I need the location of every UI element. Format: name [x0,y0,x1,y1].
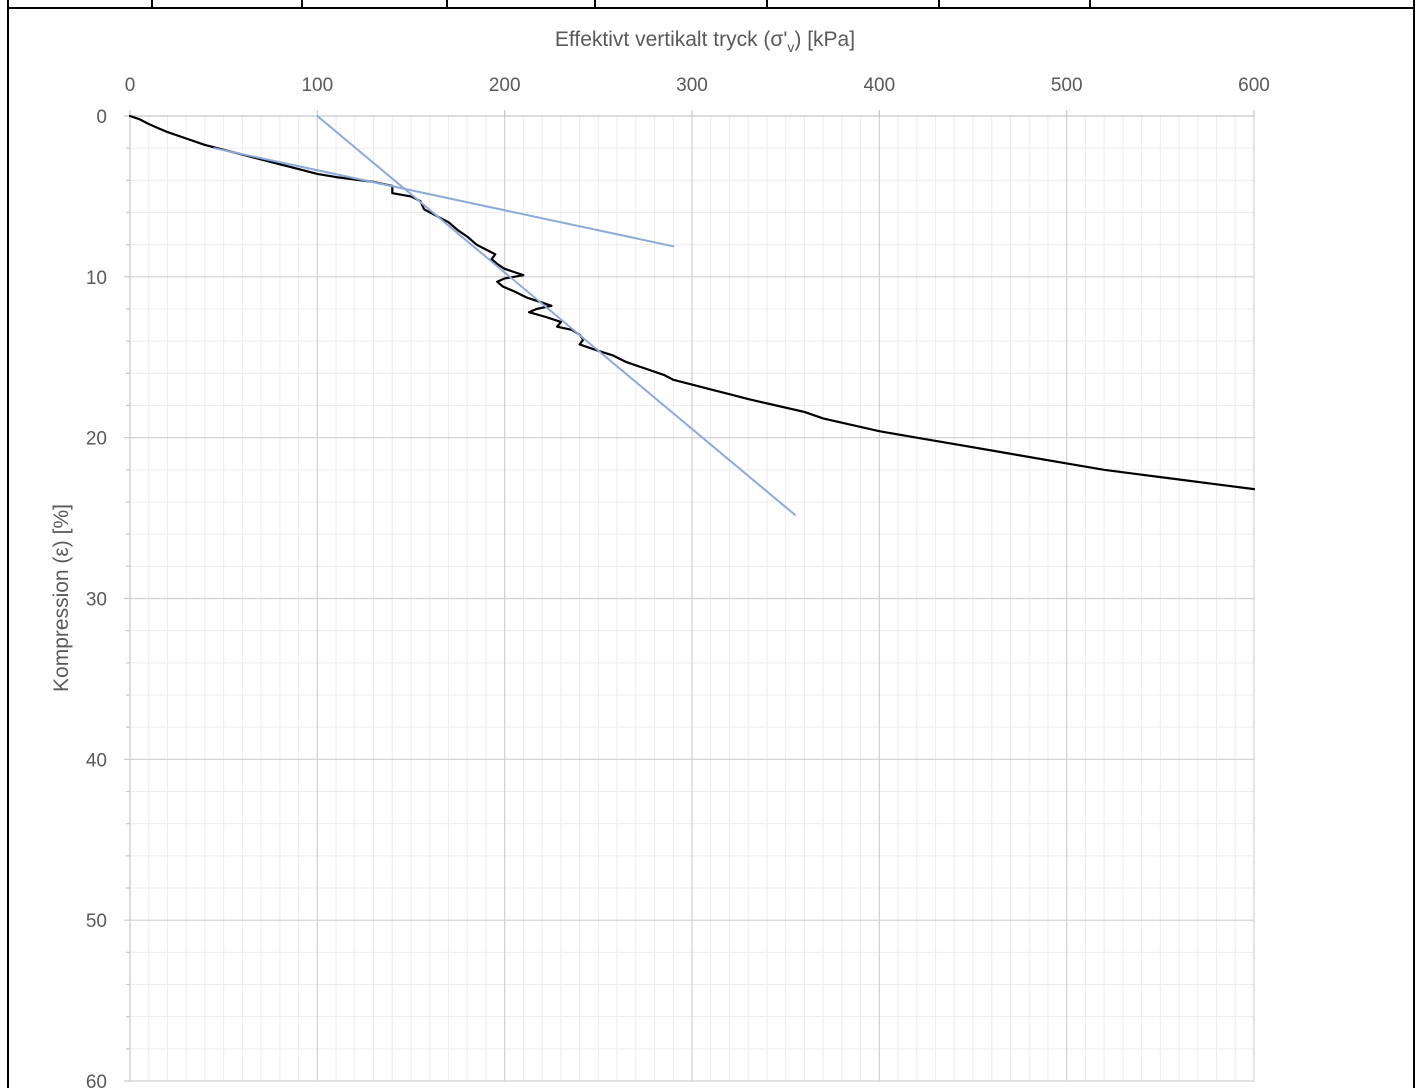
x-tick-label: 500 [1051,75,1083,96]
x-axis-title: Effektivt vertikalt tryck (σ'v) [kPa] [555,28,855,55]
x-tick-labels: 0 100 200 300 400 500 600 [125,75,1270,96]
report-frame [7,0,1415,1088]
x-tick-label: 0 [125,75,136,96]
y-tick-label: 40 [86,750,107,771]
tangent-line-2 [316,115,796,516]
y-tick-label: 60 [86,1072,107,1088]
y-tick-label: 50 [86,911,107,932]
y-tick-label: 10 [86,268,107,289]
x-tick-label: 100 [301,75,333,96]
data-series [128,114,1256,516]
y-tick-label: 30 [86,590,107,611]
y-tick-label: 0 [96,107,107,128]
x-tick-label: 300 [676,75,708,96]
plot-axes [124,110,1255,1082]
x-tick-label: 200 [489,75,521,96]
y-axis-title: Kompression (ε) [%] [50,504,73,692]
major-gridlines [130,116,1255,1082]
x-tick-label: 600 [1238,75,1270,96]
tangent-line-1 [213,147,675,248]
y-tick-labels: 0 10 20 30 40 50 60 [86,107,107,1088]
compression-curve [128,114,1256,491]
x-tick-label: 400 [863,75,895,96]
y-tick-label: 20 [86,429,107,450]
